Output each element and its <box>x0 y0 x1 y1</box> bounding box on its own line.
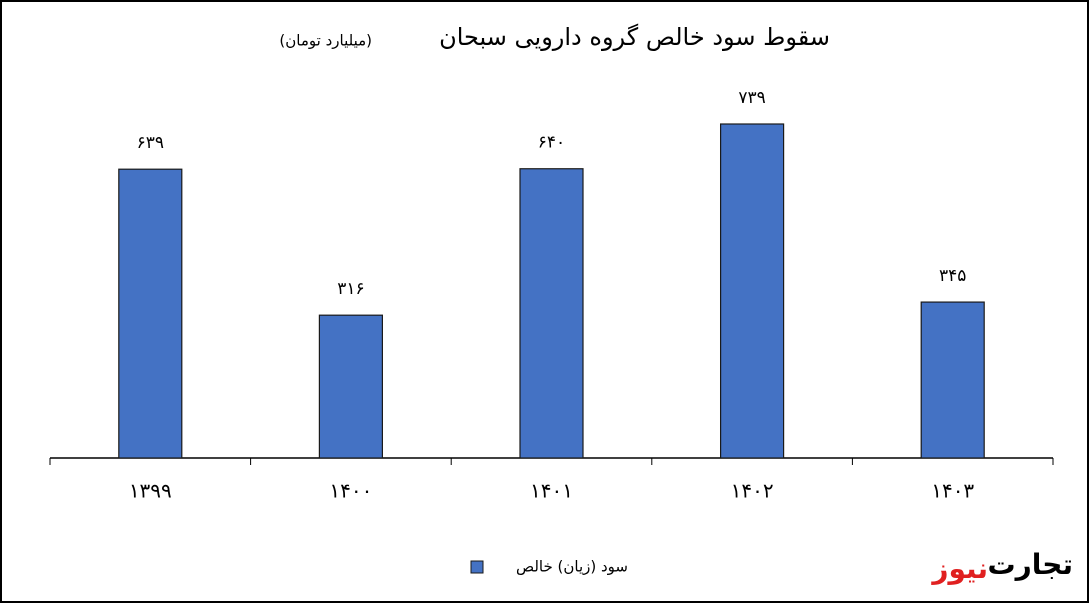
x-tick-label: ۱۴۰۳ <box>931 479 974 503</box>
bar <box>118 168 183 459</box>
data-label: ۷۳۹ <box>738 88 765 108</box>
x-tick-label: ۱۳۹۹ <box>129 479 172 503</box>
chart-subtitle: (میلیارد تومان) <box>279 32 372 50</box>
data-label: ۶۳۹ <box>137 133 164 153</box>
bar <box>318 314 383 459</box>
bar <box>719 123 785 459</box>
data-label: ۶۴۰ <box>538 133 565 153</box>
logo-part1: تجارت <box>988 548 1073 581</box>
data-label: ۳۱۶ <box>337 279 364 299</box>
bar <box>920 301 985 459</box>
x-tick-label: ۱۴۰۰ <box>329 479 372 503</box>
legend-swatch <box>470 560 484 574</box>
logo-part2: نیوز <box>930 552 988 585</box>
chart-title: سقوط سود خالص گروه دارویی سبحان <box>439 23 830 51</box>
x-tick-label: ۱۴۰۲ <box>731 479 774 503</box>
data-label: ۳۴۵ <box>939 266 966 286</box>
x-tick-label: ۱۴۰۱ <box>530 479 573 503</box>
legend-label: سود (زیان) خالص <box>516 558 628 576</box>
bar <box>519 168 584 459</box>
